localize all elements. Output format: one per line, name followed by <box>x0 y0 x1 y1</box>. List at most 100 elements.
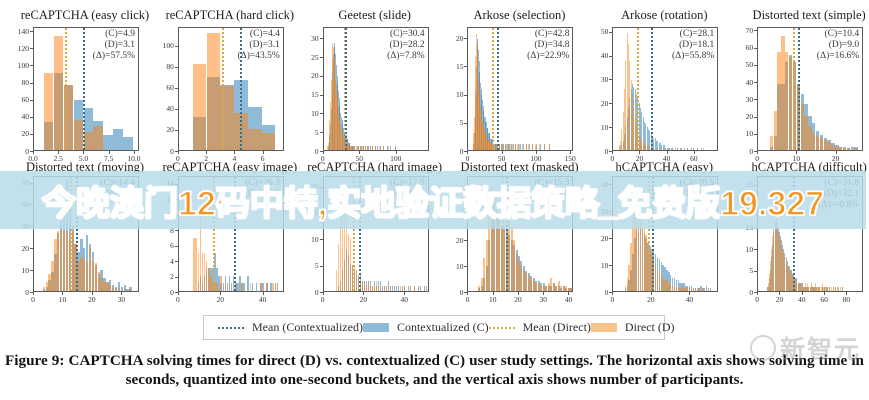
direct-bar <box>276 283 279 291</box>
y-tick-mark <box>319 75 323 77</box>
chart-legend: Mean (Contextualized) Contextualized (C)… <box>203 315 675 340</box>
contextualized-bar <box>705 285 708 291</box>
direct-bar <box>788 269 790 291</box>
direct-bar <box>103 282 106 291</box>
mean-direct-dotted-line-icon <box>488 326 515 329</box>
x-tick-label: 20 <box>831 154 840 163</box>
direct-bar <box>649 147 651 150</box>
direct-bar <box>636 190 638 291</box>
direct-bar <box>83 132 93 150</box>
contextualized-bar <box>685 285 687 291</box>
direct-bar <box>804 116 808 150</box>
contextualized-bar <box>212 268 214 291</box>
mean-direct-line <box>647 177 650 291</box>
direct-bar <box>618 145 620 150</box>
contextualized-bar <box>369 280 372 291</box>
contextualized-bar <box>274 283 277 291</box>
y-tick-label: 0 <box>749 146 754 156</box>
direct-bar <box>831 286 833 291</box>
direct-bar <box>535 283 538 291</box>
contextualized-bar <box>83 107 93 150</box>
y-tick-mark <box>30 31 33 33</box>
x-tick-label: 2.5 <box>53 154 63 163</box>
direct-bar <box>100 278 103 291</box>
y-tick-label: 5 <box>314 261 319 271</box>
contextualized-bar <box>663 145 665 150</box>
y-tick-mark <box>174 87 178 89</box>
direct-bar <box>634 184 636 291</box>
y-tick-mark <box>609 79 613 81</box>
direct-bar <box>413 285 416 291</box>
contextualized-bar <box>653 138 655 150</box>
contextualized-bar <box>670 147 672 150</box>
contextualized-bar <box>679 283 681 291</box>
y-tick-label: 4 <box>170 256 174 266</box>
promo-banner-overlay: 今晚澳门12码中特,实地验证数据策略_免费版19.327 <box>0 171 866 229</box>
direct-bar <box>545 285 548 291</box>
y-tick-mark <box>754 47 758 49</box>
y-tick-label: 15 <box>311 90 319 100</box>
contextualized-bar <box>838 286 839 291</box>
contextualized-bar <box>114 286 118 291</box>
direct-bar <box>570 288 572 291</box>
x-tick-mark <box>612 151 614 154</box>
mean-direct-line <box>491 28 494 150</box>
direct-bar <box>71 230 74 291</box>
direct-bar <box>709 288 712 291</box>
y-tick-mark <box>30 48 33 50</box>
direct-bar <box>341 182 344 291</box>
direct-bar <box>811 286 813 291</box>
direct-bar <box>790 274 792 291</box>
subplot-title: hCAPTCHA (easy) <box>615 160 714 174</box>
direct-bar <box>195 237 198 291</box>
y-tick-mark <box>174 276 178 278</box>
direct-bar <box>345 213 348 291</box>
direct-bar <box>800 104 804 150</box>
y-tick-label: 60 <box>166 83 174 93</box>
direct-bar <box>423 285 426 291</box>
direct-bar <box>192 64 207 150</box>
direct-bar <box>62 230 66 291</box>
x-tick-mark <box>492 292 494 295</box>
x-tick-mark <box>262 292 264 295</box>
x-tick-mark <box>220 292 222 295</box>
direct-bar <box>54 239 57 291</box>
direct-bar <box>671 147 673 150</box>
annotation-block: (C)=28.1 (D)=18.1 (Δ)=55.8% <box>672 29 714 62</box>
x-tick-label: 40 <box>258 295 267 304</box>
mean-direct-line <box>343 28 346 150</box>
direct-bar <box>45 282 48 291</box>
direct-bar <box>656 269 659 291</box>
x-tick-label: 20 <box>775 295 784 304</box>
contextualized-bar <box>659 142 661 150</box>
mean-contextualized-line <box>792 177 795 291</box>
y-tick-label: 30 <box>600 74 609 84</box>
x-tick-mark <box>177 292 179 295</box>
y-tick-label: 0 <box>170 287 174 297</box>
direct-bar <box>205 260 208 291</box>
y-tick-label: 100 <box>162 41 174 51</box>
direct-bar <box>662 277 664 291</box>
x-tick-label: 10.0 <box>127 154 141 163</box>
x-tick-mark <box>467 151 469 154</box>
y-tick-label: 10 <box>745 244 754 254</box>
x-tick-mark <box>517 292 519 295</box>
direct-bar <box>387 285 390 291</box>
direct-bar <box>68 239 72 291</box>
direct-bar <box>688 288 691 291</box>
x-tick-label: 0 <box>610 154 615 163</box>
y-tick-label: 20 <box>21 129 30 139</box>
x-tick-mark <box>262 151 264 154</box>
subplot-title: Distorted text (moving) <box>25 160 145 174</box>
direct-bar <box>854 148 858 150</box>
direct-bar <box>525 273 528 291</box>
legend-item-mean-direct: Mean (Direct) <box>488 320 591 335</box>
x-tick-label: 30 <box>539 295 547 304</box>
contextualized-bar <box>649 131 651 150</box>
x-tick-mark <box>568 292 570 295</box>
contextualized-bar <box>401 285 404 291</box>
direct-bar <box>774 219 776 291</box>
subplot-title: reCAPTCHA (hard click) <box>165 8 295 22</box>
plot-area: (C)=10.4 (D)=9.0 (Δ)=16.6% <box>757 27 864 151</box>
